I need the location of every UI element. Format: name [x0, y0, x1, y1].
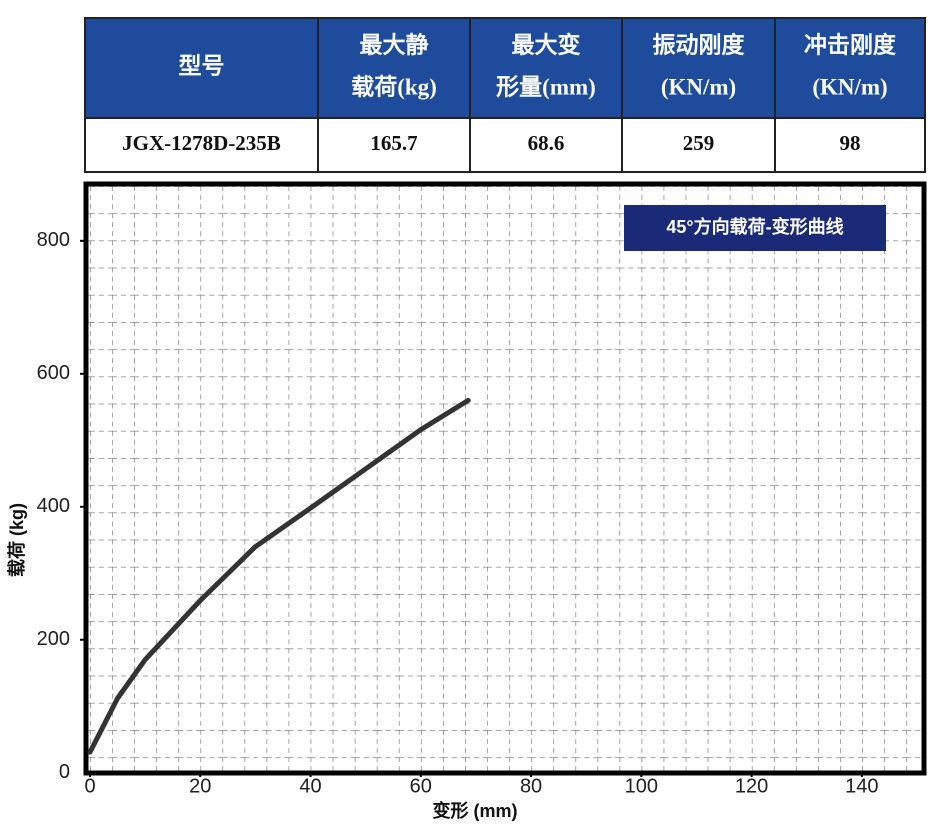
x-tick-label: 0 — [84, 775, 95, 797]
y-tick-label: 200 — [37, 628, 70, 650]
legend-box — [624, 205, 886, 251]
x-tick-label: 80 — [520, 775, 542, 797]
table-cell: 259 — [683, 131, 715, 155]
y-tick-label: 600 — [37, 362, 70, 384]
x-tick-label: 40 — [299, 775, 321, 797]
x-axis-label: 变形 (mm) — [433, 800, 518, 821]
x-tick-label: 120 — [735, 775, 768, 797]
table-cell: 68.6 — [528, 131, 565, 155]
table-cell: JGX-1278D-235B — [122, 131, 281, 155]
header-cell: (KN/m) — [661, 74, 736, 99]
header-cell: 冲击刚度 — [804, 31, 897, 57]
header-cell: 载荷(kg) — [351, 74, 437, 99]
header-cell: 最大变 — [512, 31, 581, 57]
header-cell: 形量(mm) — [496, 74, 596, 99]
y-axis-label: 载荷 (kg) — [6, 503, 27, 577]
grid-pattern — [88, 186, 922, 771]
table-border — [84, 17, 926, 173]
header-cell: 最大静 — [360, 31, 429, 57]
x-tick-label: 20 — [189, 775, 211, 797]
x-tick-label: 100 — [625, 775, 658, 797]
table-cell: 98 — [840, 131, 861, 155]
header-cell: 振动刚度 — [653, 31, 746, 57]
header-cell: (KN/m) — [812, 74, 887, 99]
chart-title: 45°方向载荷-变形曲线 — [666, 216, 843, 237]
table-columns — [317, 18, 776, 172]
x-tick-label: 60 — [410, 775, 432, 797]
y-tick-label: 0 — [59, 761, 70, 783]
table-header — [85, 18, 925, 118]
y-tick-label: 400 — [37, 495, 70, 517]
y-tick-label: 800 — [37, 229, 70, 251]
table-cell: 165.7 — [370, 131, 417, 155]
plot-frame — [83, 181, 927, 776]
load-curve — [87, 397, 471, 755]
x-tick-label: 140 — [845, 775, 878, 797]
header-cell: 型号 — [179, 53, 225, 78]
